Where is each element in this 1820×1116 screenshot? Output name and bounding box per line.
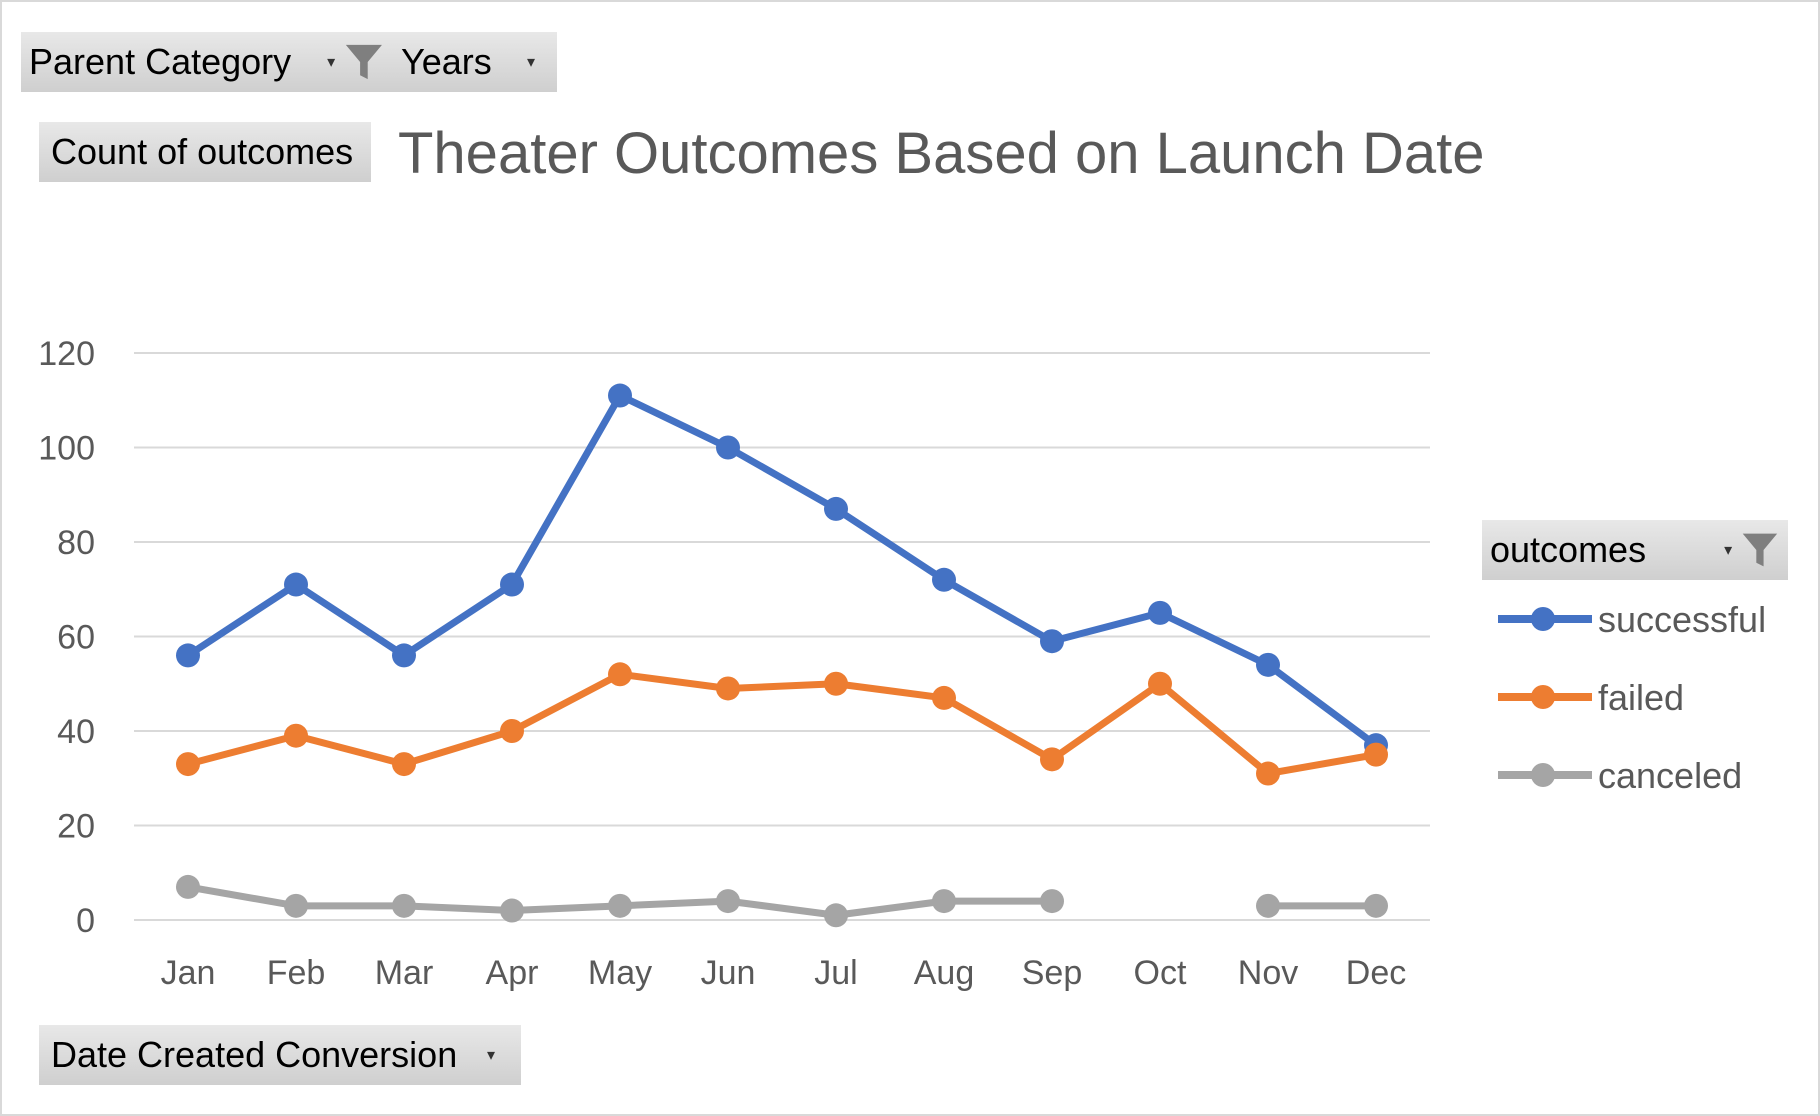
values-field-button[interactable]: Count of outcomes: [39, 122, 371, 182]
data-point-canceled: [608, 893, 632, 918]
data-point-failed: [176, 752, 200, 777]
x-tick-label: Aug: [914, 954, 975, 992]
x-tick-label: Feb: [267, 954, 326, 992]
series-failed: [176, 662, 1388, 786]
filter-funnel-icon: [1742, 533, 1778, 567]
date-created-conversion-axis-button[interactable]: Date Created Conversion ▾: [39, 1025, 521, 1085]
x-tick-label: Sep: [1022, 954, 1083, 992]
data-point-successful: [284, 572, 308, 597]
legend-label-successful: successful: [1598, 599, 1767, 640]
data-point-failed: [1256, 761, 1280, 786]
data-point-canceled: [932, 889, 956, 914]
y-tick-label: 40: [57, 713, 95, 751]
dropdown-arrow-icon: ▾: [526, 54, 535, 71]
x-tick-label: Dec: [1346, 954, 1406, 992]
series-lines: [176, 383, 1388, 928]
y-axis-tick-labels: 0 20 40 60 80 100 120: [38, 335, 95, 940]
data-point-canceled: [176, 874, 200, 899]
data-point-failed: [932, 685, 956, 710]
y-tick-label: 100: [38, 430, 95, 468]
x-tick-label: Nov: [1238, 954, 1298, 992]
data-point-canceled: [1364, 893, 1388, 918]
data-point-canceled: [284, 893, 308, 918]
years-filter-button[interactable]: Years ▾: [393, 32, 557, 92]
data-point-canceled: [1040, 889, 1064, 914]
chart-title: Theater Outcomes Based on Launch Date: [398, 121, 1485, 186]
data-point-canceled: [392, 893, 416, 918]
dropdown-arrow-icon: ▾: [1724, 542, 1733, 559]
data-point-failed: [1364, 742, 1388, 767]
legend-label-canceled: canceled: [1598, 755, 1743, 796]
legend-marker-canceled: [1498, 763, 1592, 787]
gridlines: [134, 352, 1430, 921]
values-field-label: Count of outcomes: [51, 131, 354, 172]
data-point-failed: [392, 752, 416, 777]
axis-field-label: Date Created Conversion: [51, 1034, 458, 1075]
series-line-successful: [184, 392, 1380, 749]
y-tick-label: 60: [57, 619, 95, 657]
y-tick-label: 0: [76, 902, 95, 940]
y-tick-label: 120: [38, 335, 95, 373]
data-point-canceled: [1256, 893, 1280, 918]
data-point-successful: [1148, 600, 1172, 625]
data-point-successful: [824, 496, 848, 521]
parent-category-label: Parent Category: [29, 41, 292, 82]
outcomes-legend-filter-button[interactable]: outcomes ▾: [1482, 520, 1788, 580]
dropdown-arrow-icon: ▾: [327, 54, 336, 71]
data-point-failed: [1040, 747, 1064, 772]
y-tick-label: 20: [57, 808, 95, 846]
series-successful: [176, 383, 1388, 758]
data-point-successful: [716, 435, 740, 460]
y-tick-label: 80: [57, 524, 95, 562]
x-tick-label: Mar: [375, 954, 434, 992]
data-point-successful: [1040, 629, 1064, 654]
x-tick-label: Jul: [814, 954, 857, 992]
data-point-failed: [500, 719, 524, 743]
data-point-successful: [392, 643, 416, 668]
data-point-failed: [716, 676, 740, 701]
x-tick-label: Oct: [1134, 954, 1187, 992]
data-point-successful: [176, 643, 200, 668]
series-line-failed: [184, 670, 1380, 778]
outcomes-label: outcomes: [1490, 529, 1647, 570]
data-point-canceled: [716, 889, 740, 914]
legend-marker-failed: [1498, 685, 1592, 709]
data-point-failed: [284, 723, 308, 748]
series-canceled: [176, 874, 1388, 928]
data-point-canceled: [500, 898, 524, 923]
data-point-failed: [824, 671, 848, 696]
data-point-successful: [932, 567, 956, 592]
legend-label-failed: failed: [1598, 677, 1685, 718]
years-label: Years: [401, 41, 492, 82]
x-tick-label: Apr: [486, 954, 539, 992]
data-point-successful: [608, 383, 632, 408]
data-point-canceled: [824, 903, 848, 928]
filter-funnel-icon: [346, 44, 383, 80]
data-point-failed: [1148, 671, 1172, 696]
legend-marker-successful: [1498, 607, 1592, 631]
x-axis-tick-labels: Jan Feb Mar Apr May Jun Jul Aug Sep Oct Nov Dec: [161, 954, 1407, 992]
dropdown-arrow-icon: ▾: [486, 1047, 495, 1064]
x-tick-label: May: [588, 954, 652, 992]
data-point-failed: [608, 662, 632, 687]
data-point-successful: [1256, 652, 1280, 677]
x-tick-label: Jun: [701, 954, 756, 992]
data-point-successful: [500, 572, 524, 597]
x-tick-label: Jan: [161, 954, 216, 992]
parent-category-filter-button[interactable]: Parent Category ▾: [21, 32, 393, 92]
